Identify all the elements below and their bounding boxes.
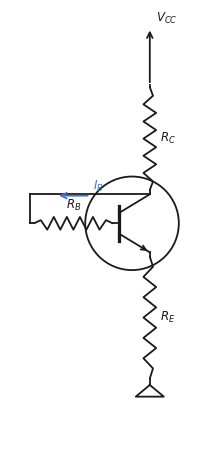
Text: $R_E$: $R_E$ bbox=[160, 310, 176, 325]
Text: $R_C$: $R_C$ bbox=[160, 131, 176, 146]
Text: $R_B$: $R_B$ bbox=[66, 198, 81, 212]
Text: $I_B$: $I_B$ bbox=[92, 178, 103, 193]
Text: $V_{CC}$: $V_{CC}$ bbox=[156, 10, 178, 25]
